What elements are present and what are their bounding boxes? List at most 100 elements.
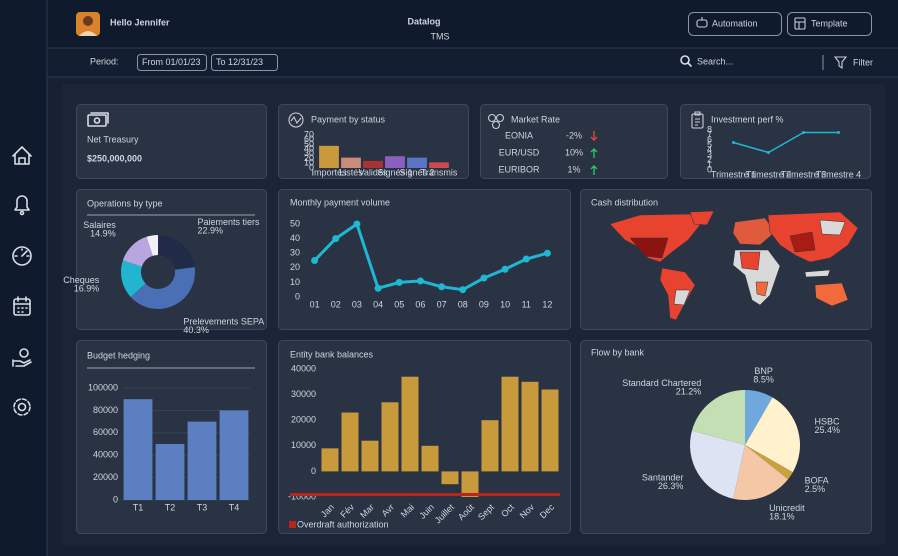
slice-label: Standard Chartered [622, 378, 701, 388]
card-title: Budget hedging [87, 350, 150, 360]
date-to[interactable] [211, 54, 278, 71]
y-tick-label: 0 [295, 291, 300, 301]
x-tick-label: 07 [437, 299, 447, 309]
slice-label: Prelevements SEPA [183, 317, 264, 327]
x-tick-label: Listés [339, 167, 363, 177]
nav-dashboard[interactable] [12, 246, 32, 266]
line [733, 131, 839, 154]
slice-label: Unicredit [769, 503, 805, 513]
y-tick-label: 30 [290, 248, 300, 258]
slice-label: Santander [642, 473, 684, 483]
template-icon [794, 17, 806, 30]
card-title: Payment by status [311, 114, 386, 124]
y-tick-label: 10 [290, 277, 300, 287]
trend-arrow [590, 131, 598, 141]
automation-button[interactable] [688, 12, 782, 36]
bar [363, 160, 383, 168]
search-icon [680, 55, 692, 67]
card-title: Operations by type [87, 198, 163, 208]
nav-notifications[interactable] [14, 195, 30, 216]
slice-value: 16.9% [74, 283, 100, 293]
card-title: Net Treasury [87, 134, 139, 144]
date-from[interactable] [137, 54, 207, 71]
y-tick-label: 50 [304, 139, 314, 149]
y-tick-label: 30000 [291, 389, 316, 399]
y-tick-label: 30 [304, 148, 314, 158]
avatar-head [83, 16, 93, 26]
slice-label: Cheques [63, 275, 100, 285]
investment-icon [691, 111, 704, 129]
card-title: Flow by bank [591, 347, 645, 357]
slice-value: 25.4% [814, 425, 840, 435]
y-tick-label: 8 [707, 124, 712, 134]
x-tick-label: 02 [331, 299, 341, 309]
marker [501, 265, 509, 273]
bar [401, 376, 419, 472]
template-label[interactable]: Template [811, 18, 848, 28]
x-tick-label: 08 [458, 299, 468, 309]
x-tick-label: 09 [479, 299, 489, 309]
slice [745, 397, 800, 473]
x-tick-label: Transmis [421, 167, 458, 177]
card-entity-balances [278, 340, 571, 534]
slice-value: 40.3% [183, 325, 209, 335]
bar [341, 157, 361, 168]
slice-label: BNP [754, 366, 773, 376]
date-to-label[interactable]: To 12/31/23 [216, 57, 263, 67]
card-cash-distribution [580, 189, 872, 330]
x-tick-label: 11 [522, 299, 531, 309]
payment-icon [288, 112, 304, 128]
filter-button[interactable]: Filter [853, 57, 873, 67]
slice-value: 22.9% [198, 226, 224, 236]
y-tick-label: 40 [290, 233, 300, 243]
slice [733, 445, 789, 500]
filter-bar [48, 49, 898, 77]
x-tick-label: 01 [310, 299, 320, 309]
logo: Datalog [407, 16, 440, 26]
y-tick-label: 100000 [88, 382, 118, 392]
y-tick-label: 50 [290, 218, 300, 228]
marker [374, 284, 382, 292]
nav-payments[interactable] [12, 348, 32, 367]
marker [353, 220, 361, 228]
legend-swatch [289, 521, 296, 528]
slice [691, 390, 745, 445]
x-tick-label: Trimestre 1 [711, 169, 756, 179]
date-from-label[interactable]: From 01/01/23 [142, 57, 201, 67]
x-tick-label: Trimestre 3 [781, 169, 826, 179]
x-tick-label: T4 [229, 502, 240, 512]
bar [441, 471, 459, 485]
bar [123, 399, 153, 500]
x-tick-label: 10 [500, 299, 510, 309]
card-net-treasury [76, 104, 267, 179]
bar [321, 448, 339, 472]
search-input[interactable]: Search... [697, 56, 733, 66]
nav-calendar[interactable] [13, 296, 31, 316]
card-title: Investment perf % [711, 114, 784, 124]
slice-value: 21.2% [676, 387, 702, 397]
line [313, 222, 548, 292]
bar [155, 444, 185, 500]
template-button[interactable] [787, 12, 872, 36]
rate-name: EURIBOR [498, 164, 540, 174]
card-monthly-volume [278, 189, 571, 330]
bar [361, 440, 379, 472]
y-tick-label: 70 [304, 129, 314, 139]
market-icon [487, 113, 505, 130]
y-tick-label: 3 [707, 149, 712, 159]
bar [219, 410, 249, 500]
marker [732, 141, 735, 144]
y-tick-label: 40000 [93, 450, 118, 460]
y-tick-label: 60 [304, 134, 314, 144]
logo-subtitle: TMS [431, 31, 450, 41]
y-tick-label: 20 [304, 153, 314, 163]
rate-change: 1% [567, 164, 580, 174]
x-tick-label: 04 [373, 299, 383, 309]
card-title: Entity bank balances [290, 349, 374, 359]
x-tick-label: T3 [197, 502, 208, 512]
bar [407, 157, 427, 168]
automation-label[interactable]: Automation [712, 18, 758, 28]
nav-home[interactable] [12, 146, 32, 165]
nav-settings[interactable] [13, 398, 31, 416]
